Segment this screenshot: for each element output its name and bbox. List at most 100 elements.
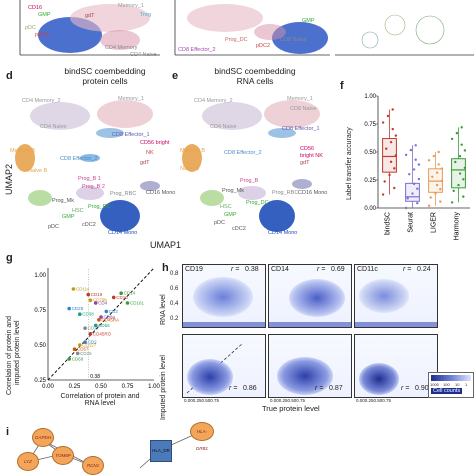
umap-label: Prog_RBC xyxy=(272,190,299,196)
umap-label: Naive B xyxy=(180,166,200,172)
umap-label: CD16 Mono xyxy=(146,190,176,196)
panel-e-title: bindSC coembedding RNA cells xyxy=(190,66,320,86)
gene-node: TOM6P xyxy=(52,446,74,465)
y-tick-label: 0.25 xyxy=(364,178,376,184)
umap-label: Prog_RBC xyxy=(110,191,137,197)
box-point xyxy=(437,163,440,166)
box-body xyxy=(451,158,466,189)
umap-label: GMP xyxy=(62,214,75,220)
point-label: CD2 xyxy=(88,340,97,345)
scatter-point xyxy=(83,340,87,344)
box-point xyxy=(393,186,396,190)
umap-label: CD8 Effector_1 xyxy=(282,126,320,132)
panel-g-ylabel-1: Correlation of protein and xyxy=(6,316,13,395)
x-tick-label: 0.50 xyxy=(95,384,107,390)
point-label: CD4 xyxy=(98,301,107,306)
umap-label: CD8 Effector_2 xyxy=(60,156,98,162)
h-xlabel: True protein level xyxy=(262,404,320,413)
box-point xyxy=(414,158,417,161)
h-r-value: 0.24 xyxy=(417,266,431,273)
gene-node: LYZ xyxy=(17,452,39,471)
umap-label: CD4 Naive xyxy=(210,124,237,130)
x-category-label: Seurat xyxy=(408,212,415,233)
x-tick-label: 0.00 xyxy=(42,384,54,390)
box-point xyxy=(412,168,416,171)
scatter-point xyxy=(67,306,71,311)
box-point xyxy=(450,201,454,204)
box-point xyxy=(429,196,432,199)
point-label: CD45RA xyxy=(101,317,119,322)
panel-e-title-line1: bindSC coembedding xyxy=(214,66,296,76)
box-point xyxy=(455,131,459,135)
panel-letter-i: i xyxy=(6,426,10,438)
umap2-axis-label: UMAP2 xyxy=(4,163,14,195)
box-point xyxy=(417,163,421,166)
h-cell-top-cd11c: CD11c r = 0.24 xyxy=(354,264,438,328)
scatter-point xyxy=(93,301,98,305)
y-tick-label: 0.00 xyxy=(364,206,376,212)
point-label: CD14 xyxy=(124,291,136,296)
umap-label: CD8 Effector_1 xyxy=(112,132,150,138)
point-label: CD127 xyxy=(82,343,97,348)
box-point xyxy=(406,197,409,200)
umap-label: pDC xyxy=(48,224,60,230)
panel-g-xlabel-1: Correlation of protein and xyxy=(60,393,140,400)
scatter-point xyxy=(83,326,87,330)
umap-label: CD16 Mono xyxy=(298,190,328,196)
panel-h-top-ylabel: RNA level xyxy=(160,294,167,325)
legend-tick: 100 xyxy=(443,382,450,387)
panel-d-umap xyxy=(15,100,160,232)
umap-label: Prog_Mk xyxy=(52,198,75,204)
scatter-chart: 1.000.750.500.250.00 0.25 0.50 0.75 1.000.38… xyxy=(34,267,160,390)
box-point xyxy=(404,153,408,157)
box-point xyxy=(434,192,437,195)
gene-node: GAPDH xyxy=(32,428,54,447)
point-label: CD79b xyxy=(93,298,108,303)
cell-count-legend: 1000 100 10 1 Cell counts xyxy=(428,372,474,398)
top-label: CD4 Naive xyxy=(130,52,157,58)
legend-colorbar xyxy=(431,375,471,381)
box-point xyxy=(440,167,444,170)
box-body xyxy=(382,138,397,173)
h-ytick: 0.2 xyxy=(170,316,179,322)
box-point xyxy=(437,150,440,154)
umap-label: Prog_DC xyxy=(246,200,269,206)
h-r-symbol: r = xyxy=(315,385,324,392)
box-point xyxy=(458,172,462,175)
umap-label: Memory_1 xyxy=(118,96,144,102)
box-point xyxy=(416,201,419,205)
y-tick-label: 1.00 xyxy=(34,273,46,279)
h-xtick: 0.000.250.500.75 xyxy=(270,398,306,403)
box-point xyxy=(412,182,416,186)
annotation-label: 0.38 xyxy=(90,374,100,380)
umap-label: CD4 Naive xyxy=(40,124,67,130)
umap1-axis-label: UMAP1 xyxy=(150,240,182,250)
point-label: CD11c xyxy=(76,287,90,292)
umap-label: Prog_B xyxy=(240,178,259,184)
box-point xyxy=(457,183,460,187)
top-umap-plots xyxy=(19,0,474,56)
panel-letter-e: e xyxy=(172,70,179,82)
panel-d-title-line1: bindSC coembedding xyxy=(64,66,146,76)
panel-e-title-line2: RNA cells xyxy=(236,76,274,86)
top-label: GMP xyxy=(38,12,51,18)
panel-letter-d: d xyxy=(6,70,13,82)
umap-label: CD56 bright xyxy=(140,140,170,146)
h-r-value: 0.69 xyxy=(331,266,345,273)
box-chart: 1.00 0.75 0.50 0.25 0.00 bindSC Seurat LIGER Har… xyxy=(364,94,470,240)
point-label: CD3 xyxy=(109,309,118,314)
box-point xyxy=(460,126,463,129)
h-col-title: CD14 xyxy=(271,266,289,273)
point-label: CD45RO xyxy=(93,331,112,336)
umap-label: pDC xyxy=(214,220,226,226)
top-umap-strip: CD16 GMP Memory_1 Treg gdT pDC pDC2 CD4 … xyxy=(0,0,474,62)
panel-h-bottom-ylabel: Imputed protein level xyxy=(160,355,167,420)
box-point xyxy=(386,114,390,118)
box-point xyxy=(394,134,398,137)
scatter-point xyxy=(99,315,103,319)
box-point xyxy=(394,154,398,157)
box-point xyxy=(462,195,465,198)
box-point xyxy=(381,121,385,124)
box-point xyxy=(463,149,467,152)
box-point xyxy=(385,147,388,150)
